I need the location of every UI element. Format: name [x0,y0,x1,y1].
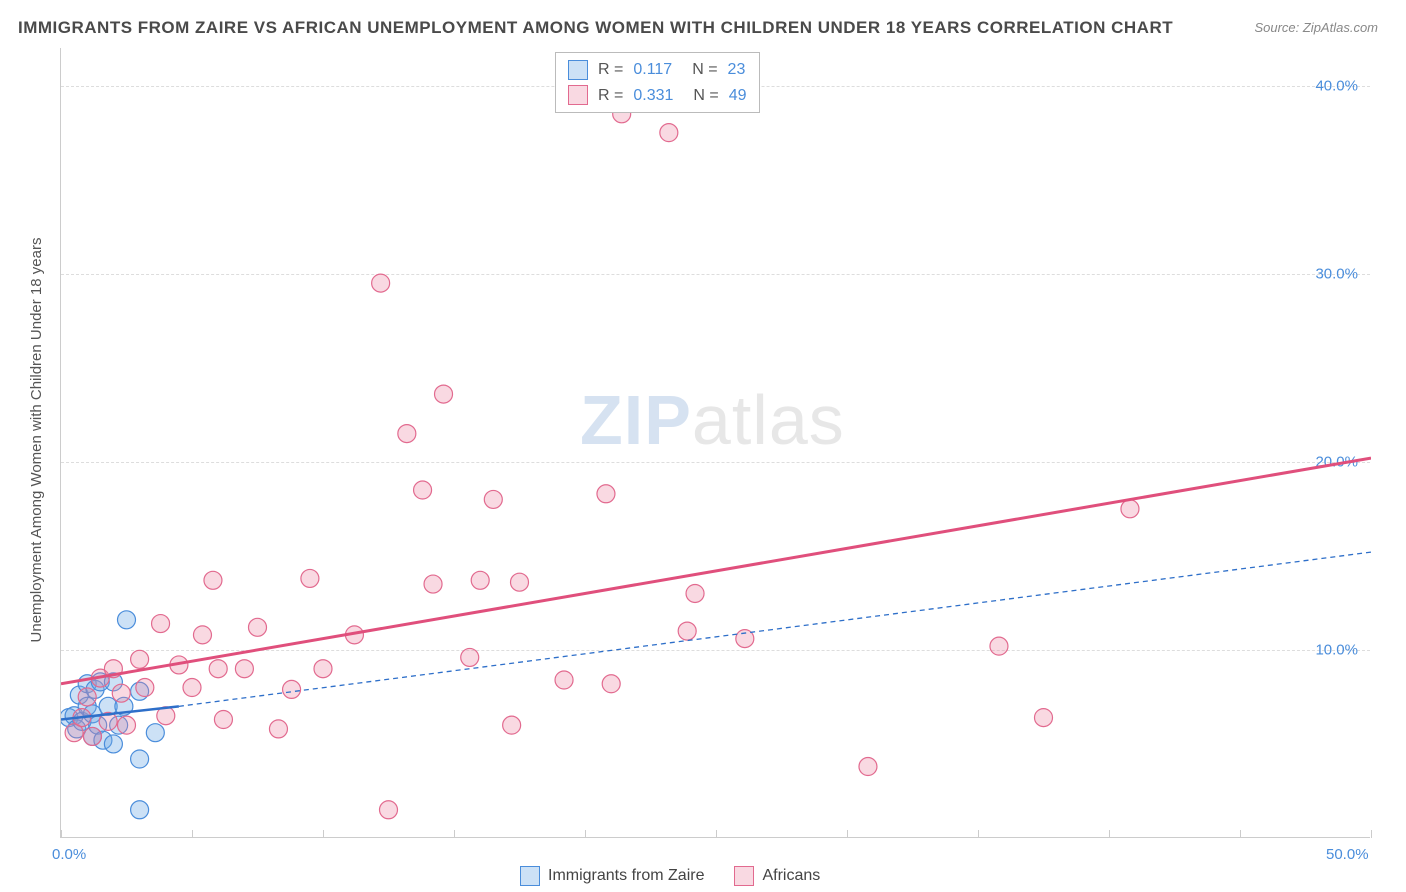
data-point [461,648,479,666]
legend-label: Africans [762,867,820,885]
x-tick-label: 50.0% [1326,846,1369,863]
legend-swatch [520,866,540,886]
data-point [193,626,211,644]
legend-label: Immigrants from Zaire [548,867,704,885]
data-point [435,385,453,403]
data-point [269,720,287,738]
legend-item: Immigrants from Zaire [520,866,704,886]
legend-series: Immigrants from Zaire Africans [520,866,820,886]
data-point [112,684,130,702]
data-point [380,801,398,819]
data-point [678,622,696,640]
data-point [249,618,267,636]
n-value: 23 [728,57,746,83]
legend-swatch [568,60,588,80]
data-point [414,481,432,499]
data-point [990,637,1008,655]
y-axis-label: Unemployment Among Women with Children U… [28,238,45,643]
data-point [1035,709,1053,727]
data-point [471,571,489,589]
chart-title: IMMIGRANTS FROM ZAIRE VS AFRICAN UNEMPLO… [18,18,1173,38]
legend-swatch [734,866,754,886]
scatter-svg [61,48,1371,838]
data-point [183,679,201,697]
data-point [152,615,170,633]
data-point [131,650,149,668]
data-point [104,735,122,753]
data-point [136,679,154,697]
data-point [118,611,136,629]
data-point [398,425,416,443]
trend-line [61,458,1371,684]
n-label: N = [692,57,717,83]
data-point [597,485,615,503]
r-value: 0.331 [633,83,673,109]
data-point [484,490,502,508]
data-point [859,758,877,776]
data-point [314,660,332,678]
data-point [503,716,521,734]
data-point [424,575,442,593]
data-point [83,727,101,745]
data-point [118,716,136,734]
n-label: N = [693,83,718,109]
n-value: 49 [729,83,747,109]
data-point [131,801,149,819]
plot-area: 10.0%20.0%30.0%40.0% [60,48,1370,838]
data-point [78,688,96,706]
data-point [235,660,253,678]
data-point [283,680,301,698]
x-tick-label: 0.0% [52,846,86,863]
legend-swatch [568,85,588,105]
data-point [146,724,164,742]
legend-row: R = 0.331 N = 49 [568,83,747,109]
data-point [660,124,678,142]
legend-row: R = 0.117 N = 23 [568,57,747,83]
data-point [131,750,149,768]
r-value: 0.117 [633,57,672,83]
legend-item: Africans [734,866,820,886]
data-point [602,675,620,693]
data-point [204,571,222,589]
data-point [511,573,529,591]
r-label: R = [598,83,623,109]
source-label: Source: ZipAtlas.com [1254,20,1378,35]
data-point [214,711,232,729]
data-point [555,671,573,689]
r-label: R = [598,57,623,83]
data-point [686,584,704,602]
data-point [1121,500,1139,518]
legend-correlation: R = 0.117 N = 23 R = 0.331 N = 49 [555,52,760,113]
data-point [372,274,390,292]
data-point [301,569,319,587]
x-tick [1371,830,1372,838]
data-point [209,660,227,678]
